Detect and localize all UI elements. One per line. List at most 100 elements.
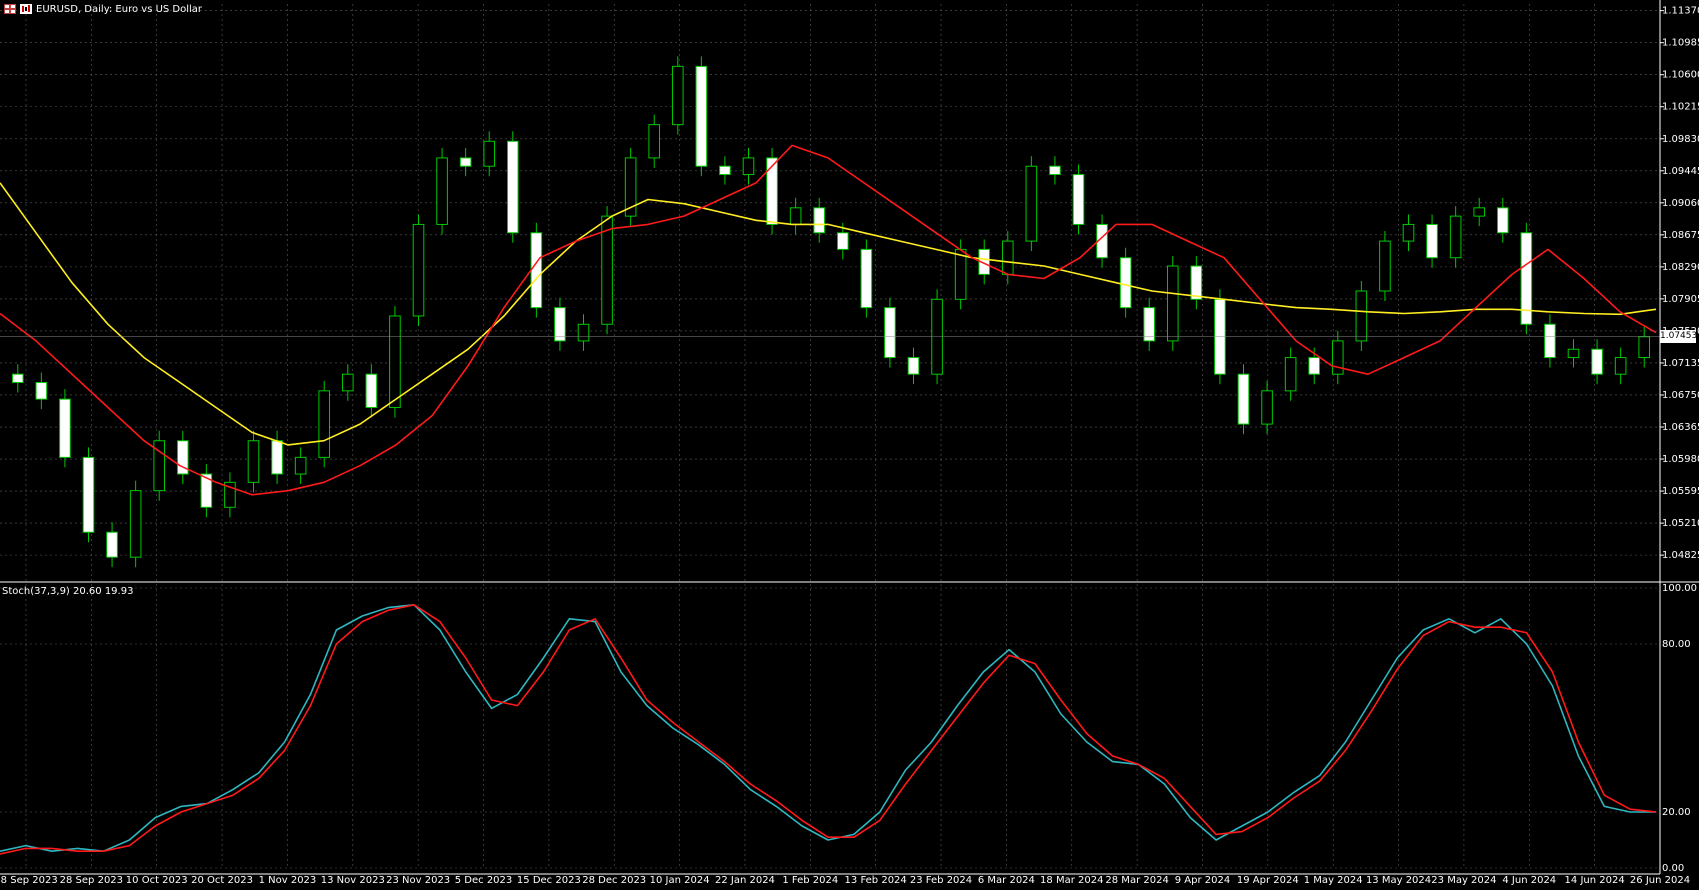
price-tick-label: 1.05210 bbox=[1662, 518, 1699, 529]
candle-body bbox=[1426, 223, 1438, 259]
candle-body bbox=[247, 440, 260, 483]
candle-body bbox=[1496, 207, 1509, 234]
candle-body bbox=[719, 165, 731, 176]
candle-body bbox=[106, 531, 118, 558]
candle-body bbox=[1308, 357, 1321, 375]
candle-body bbox=[153, 440, 166, 492]
chart-header: EURUSD, Daily: Euro vs US Dollar bbox=[4, 2, 202, 16]
date-tick-label: 18 Mar 2024 bbox=[1040, 875, 1103, 886]
stochastic-title: Stoch(37,3,9) 20.60 19.93 bbox=[2, 586, 134, 597]
price-tick-label: 1.08290 bbox=[1662, 262, 1699, 273]
candle-body bbox=[224, 481, 236, 508]
date-tick-label: 19 Apr 2024 bbox=[1237, 875, 1299, 886]
date-tick-label: 28 Sep 2023 bbox=[60, 875, 123, 886]
date-tick-label: 22 Jan 2024 bbox=[715, 875, 775, 886]
price-tick-label: 1.09445 bbox=[1662, 166, 1699, 177]
candle-body bbox=[1119, 257, 1132, 309]
price-tick-label: 1.07905 bbox=[1662, 294, 1699, 305]
candle-body bbox=[1190, 265, 1203, 300]
candle-body bbox=[412, 223, 425, 317]
ma-fast-line bbox=[0, 144, 1657, 496]
price-tick-label: 1.10985 bbox=[1662, 38, 1699, 49]
candle-body bbox=[813, 207, 826, 234]
date-tick-label: 1 May 2024 bbox=[1304, 875, 1363, 886]
candle-body bbox=[1261, 390, 1273, 425]
candle-body bbox=[318, 390, 331, 458]
price-tick-label: 1.05595 bbox=[1662, 486, 1699, 497]
stoch-signal-line bbox=[0, 603, 1657, 855]
stochastic-pane bbox=[0, 603, 1657, 855]
date-tick-label: 13 Nov 2023 bbox=[321, 875, 385, 886]
date-tick-label: 1 Feb 2024 bbox=[782, 875, 838, 886]
candle-body bbox=[1402, 223, 1415, 242]
candle-body bbox=[82, 456, 95, 533]
candle-body bbox=[978, 248, 991, 275]
date-tick-label: 28 Dec 2023 bbox=[582, 875, 646, 886]
candle-body bbox=[1379, 240, 1391, 292]
price-tick-label: 1.11370 bbox=[1662, 6, 1699, 17]
candlestick-icon[interactable] bbox=[20, 4, 32, 14]
date-tick-label: 23 May 2024 bbox=[1431, 875, 1496, 886]
date-tick-label: 18 Sep 2023 bbox=[0, 875, 58, 886]
price-tick-label: 1.10600 bbox=[1662, 70, 1699, 81]
candle-body bbox=[1072, 174, 1085, 225]
candle-body bbox=[695, 65, 708, 167]
date-tick-label: 1 Nov 2023 bbox=[259, 875, 317, 886]
candle-body bbox=[59, 398, 71, 458]
date-tick-label: 23 Nov 2023 bbox=[386, 875, 450, 886]
candle-body bbox=[1449, 215, 1462, 259]
candle-body bbox=[271, 440, 283, 475]
candle-body bbox=[1520, 232, 1533, 325]
date-tick-label: 9 Apr 2024 bbox=[1175, 875, 1230, 886]
candle-body bbox=[648, 124, 661, 159]
candle-body bbox=[907, 357, 920, 375]
price-tick-label: 1.06750 bbox=[1662, 390, 1699, 401]
candle-body bbox=[742, 157, 755, 176]
date-tick-label: 13 Feb 2024 bbox=[845, 875, 907, 886]
candle-body bbox=[1096, 223, 1108, 259]
candle-body bbox=[129, 490, 142, 558]
date-tick-label: 10 Jan 2024 bbox=[650, 875, 710, 886]
price-tick-label: 1.08675 bbox=[1662, 230, 1699, 241]
date-tick-label: 6 Mar 2024 bbox=[978, 875, 1035, 886]
chart-grid-icon[interactable] bbox=[4, 4, 16, 14]
candle-body bbox=[1591, 348, 1603, 375]
candle-body bbox=[530, 232, 543, 309]
candle-body bbox=[554, 307, 566, 342]
date-tick-label: 14 Jun 2024 bbox=[1565, 875, 1625, 886]
stoch-tick-label: 20.00 bbox=[1662, 807, 1691, 818]
candle-body bbox=[365, 373, 378, 408]
candle-body bbox=[1049, 165, 1061, 176]
candle-body bbox=[294, 456, 307, 475]
ma-slow-line bbox=[0, 182, 1657, 446]
price-pane bbox=[0, 56, 1660, 568]
candle-body bbox=[436, 157, 448, 225]
candle-body bbox=[176, 440, 189, 475]
candle-body bbox=[671, 65, 684, 126]
date-tick-label: 23 Feb 2024 bbox=[910, 875, 972, 886]
candle-body bbox=[1284, 357, 1297, 392]
candle-body bbox=[1473, 207, 1486, 217]
candle-body bbox=[483, 140, 496, 167]
candle-body bbox=[884, 307, 896, 359]
date-tick-label: 26 Jun 2024 bbox=[1630, 875, 1690, 886]
stoch-tick-label: 100.00 bbox=[1662, 583, 1697, 594]
candle-body bbox=[1614, 357, 1627, 375]
candle-body bbox=[1025, 165, 1038, 242]
date-tick-label: 10 Oct 2023 bbox=[126, 875, 188, 886]
candle-body bbox=[1544, 323, 1556, 359]
price-tick-label: 1.09830 bbox=[1662, 134, 1699, 145]
stoch-main-line bbox=[0, 603, 1656, 853]
price-tick-label: 1.06365 bbox=[1662, 422, 1699, 433]
candle-body bbox=[624, 157, 637, 217]
candle-body bbox=[601, 215, 613, 325]
candle-body bbox=[35, 382, 48, 400]
date-tick-label: 20 Oct 2023 bbox=[191, 875, 253, 886]
candle-body bbox=[341, 373, 354, 392]
date-tick-label: 15 Dec 2023 bbox=[517, 875, 581, 886]
candle-body bbox=[506, 140, 519, 234]
